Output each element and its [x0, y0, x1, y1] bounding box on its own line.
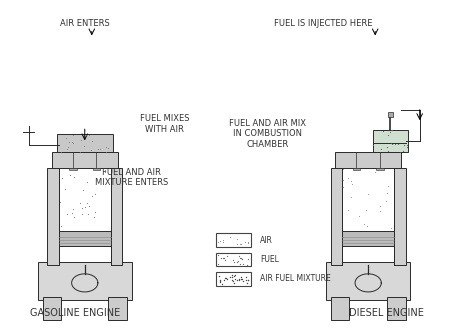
Text: FUEL: FUEL [260, 255, 279, 264]
Text: GASOLINE ENGINE: GASOLINE ENGINE [30, 308, 120, 318]
Bar [57, 135, 113, 152]
Bar [216, 272, 251, 286]
Bar [326, 262, 410, 300]
Bar [216, 233, 251, 247]
Bar [353, 168, 360, 170]
Bar [376, 168, 383, 170]
Bar [69, 168, 77, 170]
Bar [394, 168, 406, 266]
Text: AIR: AIR [260, 236, 273, 245]
Bar [331, 168, 342, 266]
Bar [342, 232, 394, 246]
Text: AIR ENTERS: AIR ENTERS [60, 19, 109, 28]
Text: FUEL AND AIR
MIXTURE ENTERS: FUEL AND AIR MIXTURE ENTERS [95, 168, 168, 187]
Text: FUEL IS INJECTED HERE: FUEL IS INJECTED HERE [274, 19, 373, 28]
Bar [108, 297, 127, 320]
Bar [387, 297, 406, 320]
Text: DIESEL ENGINE: DIESEL ENGINE [349, 308, 424, 318]
Bar [59, 232, 110, 246]
Bar [336, 152, 401, 168]
Bar [388, 112, 393, 116]
Bar [331, 297, 349, 320]
Bar [373, 130, 408, 152]
Bar [216, 253, 251, 266]
Bar [47, 168, 59, 266]
Text: AIR FUEL MIXTURE: AIR FUEL MIXTURE [260, 274, 331, 284]
Bar [110, 168, 122, 266]
Text: FUEL MIXES
WITH AIR: FUEL MIXES WITH AIR [140, 114, 189, 134]
Bar [43, 297, 61, 320]
Bar [52, 152, 118, 168]
Text: FUEL AND AIR MIX
IN COMBUSTION
CHAMBER: FUEL AND AIR MIX IN COMBUSTION CHAMBER [229, 119, 306, 149]
Bar [38, 262, 132, 300]
Bar [93, 168, 100, 170]
